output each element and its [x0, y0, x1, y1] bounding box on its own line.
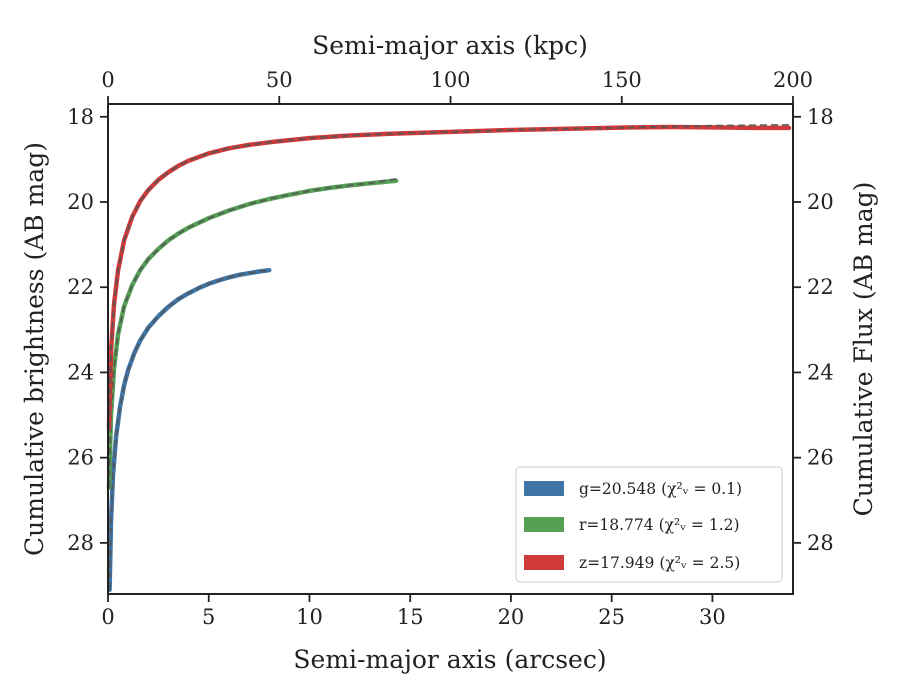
y-tick-label-left: 26	[67, 446, 94, 470]
y-tick-label-right: 24	[807, 360, 834, 384]
legend-swatch-g	[524, 481, 564, 496]
series-line-2	[106, 124, 792, 431]
x-tick-label: 20	[498, 605, 525, 629]
y-tick-label-left: 20	[67, 190, 94, 214]
model-line-2	[108, 123, 790, 428]
x-tick-label: 0	[101, 605, 114, 629]
legend-frame	[515, 466, 783, 583]
x-top-tick-label: 50	[266, 68, 293, 92]
legend-label-r: r=18.774 (χ²ᵥ = 1.2)	[579, 516, 740, 534]
y-tick-label-right: 20	[807, 190, 834, 214]
model-line-0	[108, 269, 270, 590]
x-top-tick-label: 0	[101, 68, 114, 92]
y-tick-label-right: 28	[807, 531, 834, 555]
y-tick-label-left: 24	[67, 360, 94, 384]
legend-label-g: g=20.548 (χ²ᵥ = 0.1)	[579, 480, 742, 498]
ticks-layer: 0 5 10 15 20 25 30 0 50 100 150 200 18 18 20 20 22 22 24 24…	[67, 68, 833, 629]
series-line-0	[107, 267, 272, 592]
y-tick-label-left: 28	[67, 531, 94, 555]
y-tick-label-right: 22	[807, 275, 834, 299]
legend-swatch-r	[524, 517, 564, 532]
plot-frame	[107, 103, 794, 595]
y-axis-title-left: Cumulative brightness (AB mag)	[20, 142, 49, 556]
legend-label-z: z=17.949 (χ²ᵥ = 2.5)	[579, 554, 740, 572]
x-tick-label: 15	[397, 605, 424, 629]
x-tick-label: 30	[699, 605, 726, 629]
curves-layer	[106, 123, 792, 592]
y-axis-title-right: Cumulative Flux (AB mag)	[849, 182, 878, 517]
x-axis-title-top: Semi-major axis (kpc)	[312, 31, 588, 60]
series-line-1	[106, 178, 399, 490]
x-tick-label: 25	[598, 605, 625, 629]
y-tick-label-right: 18	[807, 105, 834, 129]
y-tick-label-left: 18	[67, 105, 94, 129]
legend: g=20.548 (χ²ᵥ = 0.1) r=18.774 (χ²ᵥ = 1.2…	[515, 466, 783, 583]
x-tick-label: 10	[296, 605, 323, 629]
x-axis-title-bottom: Semi-major axis (arcsec)	[293, 645, 606, 674]
x-top-tick-label: 200	[773, 68, 813, 92]
x-tick-label: 5	[202, 605, 215, 629]
legend-swatch-z	[524, 555, 564, 570]
y-tick-label-right: 26	[807, 446, 834, 470]
y-tick-label-left: 22	[67, 275, 94, 299]
x-top-tick-label: 100	[430, 68, 470, 92]
model-line-1	[108, 178, 397, 488]
x-top-tick-label: 150	[602, 68, 642, 92]
